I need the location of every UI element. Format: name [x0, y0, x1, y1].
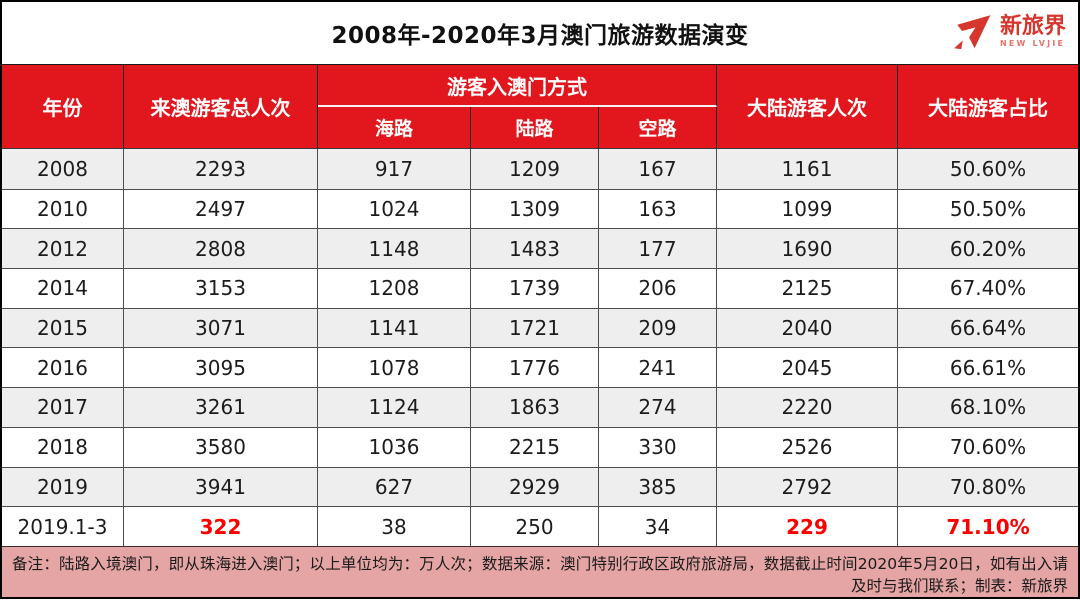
table-row: 2018 3580 1036 2215 330 2526 70.60% — [2, 426, 1078, 467]
cell-sea-route: 917 — [318, 149, 471, 189]
cell-mainland-share: 70.80% — [949, 474, 1027, 499]
cell-year: 2012 — [2, 229, 124, 269]
cell-sea-route: 1124 — [318, 388, 471, 427]
brand-name: 新旅界 — [999, 12, 1066, 39]
brand-text: 新旅界 NEW LVJIE — [1000, 15, 1066, 48]
table-body: 2008 2293 917 1209 167 1161 50.60% 2010 … — [2, 149, 1078, 546]
cell-total-visitors: 2293 — [124, 149, 318, 189]
cell-air-route: 206 — [599, 269, 717, 308]
cell-total-visitors: 3580 — [124, 427, 318, 467]
table-row: 2014 3153 1208 1739 206 2125 67.40% — [2, 268, 1078, 308]
cell-sea-route: 1208 — [318, 269, 471, 308]
header-mainland-share: 大陆游客占比 — [928, 96, 1048, 120]
table-row: 2010 2497 1024 1309 163 1099 50.50% — [2, 188, 1078, 229]
cell-air-route: 274 — [599, 388, 717, 427]
cell-total-visitors: 3153 — [124, 269, 318, 308]
cell-mainland-share: 66.61% — [949, 355, 1027, 380]
title-bar: 2008年-2020年3月澳门旅游数据演变 新旅界 NEW LVJIE — [2, 2, 1078, 64]
cell-sea-route: 38 — [318, 507, 471, 546]
cell-mainland-share: 66.64% — [949, 316, 1027, 341]
cell-mainland-visitors: 1099 — [717, 189, 898, 229]
table-row: 2012 2808 1148 1483 177 1690 60.20% — [2, 228, 1078, 269]
table-row: 2019 3941 627 2929 385 2792 70.80% — [2, 466, 1078, 507]
cell-sea-route: 1141 — [318, 308, 471, 348]
cell-total-visitors: 322 — [124, 507, 318, 546]
cell-land-route: 250 — [471, 507, 599, 546]
cell-air-route: 209 — [599, 308, 717, 348]
cell-year: 2017 — [2, 388, 124, 427]
cell-total-visitors: 3095 — [124, 348, 318, 388]
cell-year: 2015 — [2, 308, 124, 348]
cell-mainland-share: 50.50% — [949, 197, 1027, 222]
cell-year: 2019 — [2, 467, 124, 507]
cell-year: 2016 — [2, 348, 124, 388]
cell-air-route: 34 — [599, 507, 717, 546]
brand-logo: 新旅界 NEW LVJIE — [951, 11, 1066, 51]
table-row: 2016 3095 1078 1776 241 2045 66.61% — [2, 347, 1078, 388]
cell-air-route: 163 — [599, 189, 717, 229]
cell-mainland-share: 68.10% — [949, 395, 1027, 420]
cell-mainland-share: 71.10% — [946, 514, 1030, 539]
cell-year: 2018 — [2, 427, 124, 467]
cell-air-route: 330 — [599, 427, 717, 467]
cell-land-route: 1209 — [471, 149, 599, 189]
cell-year: 2019.1-3 — [2, 507, 124, 546]
cell-mainland-visitors: 2792 — [717, 467, 898, 507]
table-row: 2017 3261 1124 1863 274 2220 68.10% — [2, 387, 1078, 427]
arrow-logo-icon — [951, 11, 995, 51]
cell-total-visitors: 3941 — [124, 467, 318, 507]
cell-land-route: 1309 — [471, 189, 599, 229]
cell-mainland-share: 67.40% — [949, 276, 1027, 301]
table-header: 年份 来澳游客总人次 游客入澳门方式 大陆游客人次 大陆游客占比 海路 陆路 空… — [2, 64, 1078, 149]
brand-subtitle: NEW LVJIE — [999, 38, 1066, 48]
header-air-route: 空路 — [599, 107, 717, 148]
cell-total-visitors: 2497 — [124, 189, 318, 229]
header-entry-mode-group: 游客入澳门方式 — [318, 65, 717, 107]
cell-year: 2010 — [2, 189, 124, 229]
cell-year: 2014 — [2, 269, 124, 308]
cell-land-route: 1863 — [471, 388, 599, 427]
cell-mainland-share: 70.60% — [949, 435, 1027, 460]
header-sea-route: 海路 — [318, 107, 471, 148]
cell-mainland-share: 50.60% — [949, 156, 1027, 181]
cell-air-route: 167 — [599, 149, 717, 189]
cell-mainland-share: 60.20% — [949, 236, 1027, 261]
header-land-route: 陆路 — [471, 107, 599, 148]
cell-land-route: 1483 — [471, 229, 599, 269]
cell-mainland-visitors: 2526 — [717, 427, 898, 467]
cell-mainland-visitors: 229 — [717, 507, 898, 546]
cell-land-route: 1776 — [471, 348, 599, 388]
footer-note: 备注：陆路入境澳门，即从珠海进入澳门；以上单位均为：万人次；数据来源：澳门特别行… — [2, 545, 1078, 597]
cell-sea-route: 627 — [318, 467, 471, 507]
cell-land-route: 1739 — [471, 269, 599, 308]
cell-mainland-visitors: 1161 — [717, 149, 898, 189]
cell-mainland-visitors: 2220 — [717, 388, 898, 427]
cell-land-route: 2215 — [471, 427, 599, 467]
cell-mainland-visitors: 2040 — [717, 308, 898, 348]
cell-mainland-visitors: 2045 — [717, 348, 898, 388]
cell-sea-route: 1148 — [318, 229, 471, 269]
table-row: 2015 3071 1141 1721 209 2040 66.64% — [2, 307, 1078, 348]
cell-sea-route: 1024 — [318, 189, 471, 229]
cell-land-route: 2929 — [471, 467, 599, 507]
cell-sea-route: 1036 — [318, 427, 471, 467]
cell-mainland-visitors: 2125 — [717, 269, 898, 308]
cell-total-visitors: 3071 — [124, 308, 318, 348]
cell-air-route: 385 — [599, 467, 717, 507]
cell-total-visitors: 2808 — [124, 229, 318, 269]
page-title: 2008年-2020年3月澳门旅游数据演变 — [331, 23, 749, 49]
cell-air-route: 241 — [599, 348, 717, 388]
cell-mainland-visitors: 1690 — [717, 229, 898, 269]
cell-land-route: 1721 — [471, 308, 599, 348]
table-row: 2019.1-3 322 38 250 34 229 71.10% — [2, 506, 1078, 546]
header-mainland-visitors: 大陆游客人次 — [717, 65, 898, 148]
header-year: 年份 — [2, 65, 124, 148]
cell-air-route: 177 — [599, 229, 717, 269]
header-total-visitors: 来澳游客总人次 — [124, 65, 318, 148]
cell-year: 2008 — [2, 149, 124, 189]
table-row: 2008 2293 917 1209 167 1161 50.60% — [2, 149, 1078, 189]
cell-total-visitors: 3261 — [124, 388, 318, 427]
cell-sea-route: 1078 — [318, 348, 471, 388]
